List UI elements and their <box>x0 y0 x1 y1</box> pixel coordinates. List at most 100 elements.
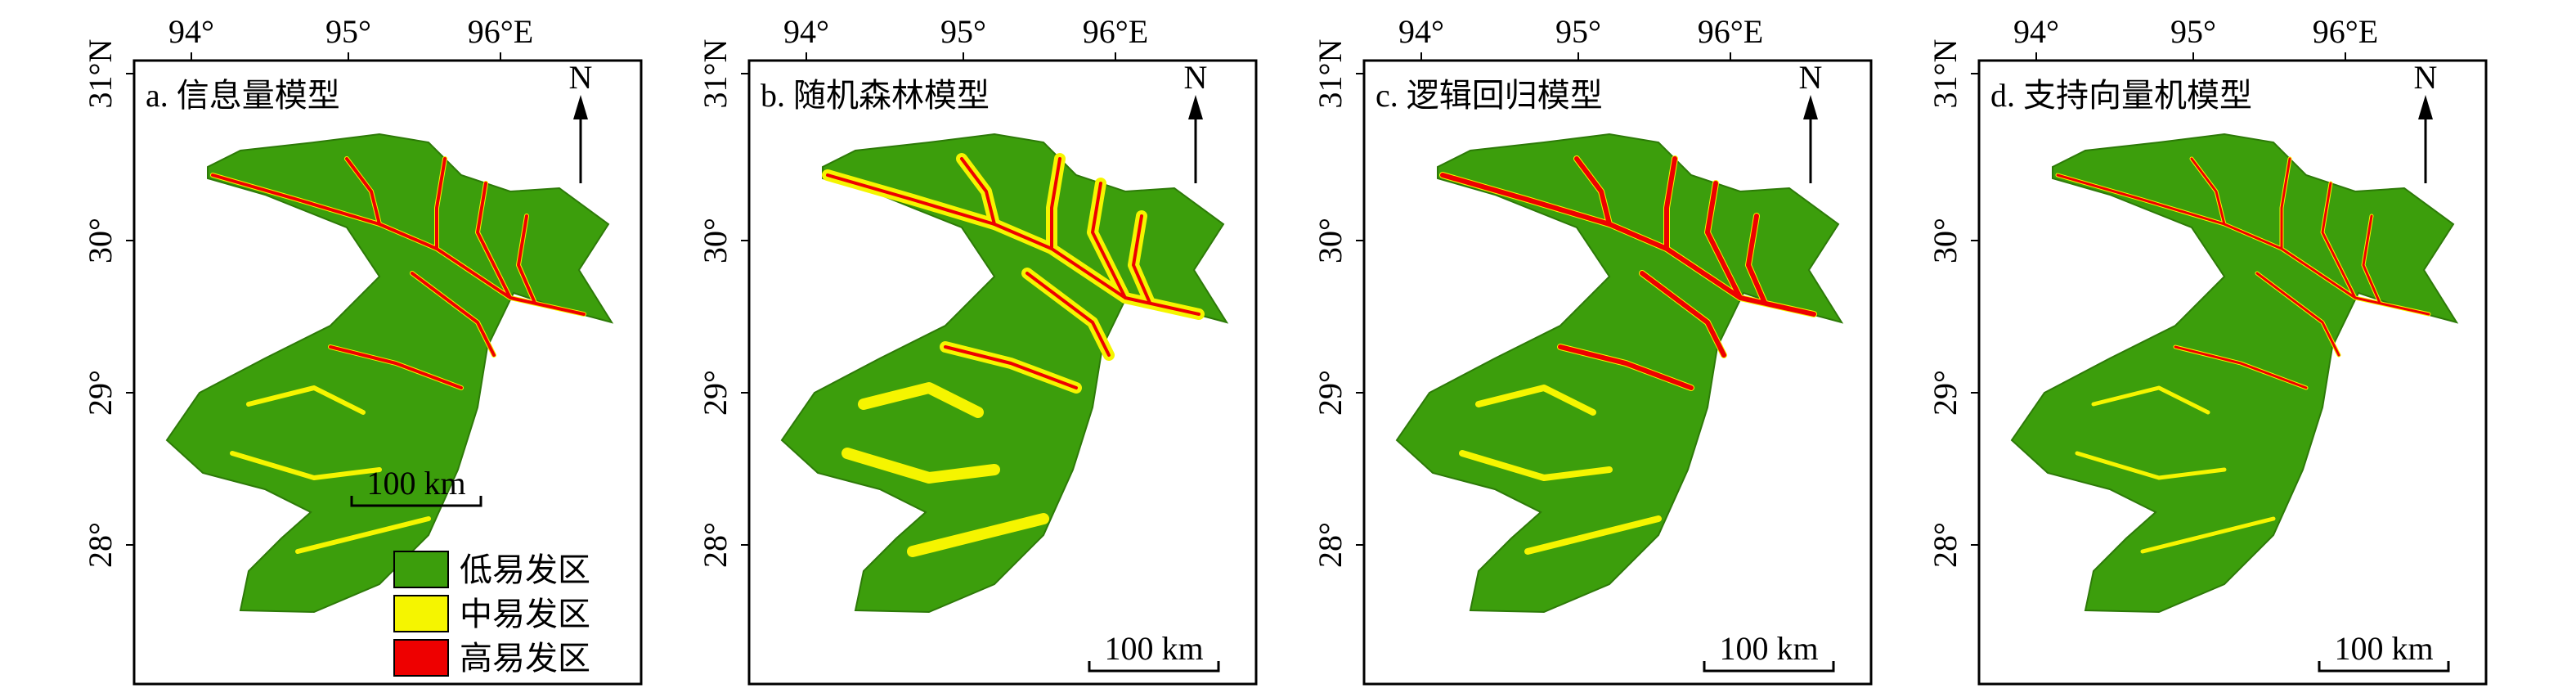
high-zone <box>1640 271 1726 358</box>
lon-label: 96°E <box>2313 13 2378 50</box>
lat-label: 29° <box>1927 370 1963 416</box>
lon-label: 96°E <box>468 13 533 50</box>
north-arrowhead <box>1803 95 1818 119</box>
high-zone <box>1664 156 1677 251</box>
high-zone <box>2280 157 2291 250</box>
basin <box>780 133 1229 614</box>
high-zone <box>435 157 447 250</box>
high-zone <box>826 173 1200 316</box>
high-zone <box>1091 182 1127 299</box>
map-frame <box>132 59 643 686</box>
moderate-zone <box>858 382 984 418</box>
scale-bar <box>1088 661 1220 673</box>
lat-label: 31°N <box>697 39 734 109</box>
basin <box>1395 133 1844 614</box>
lon-label: 94° <box>783 13 829 50</box>
high-zone <box>476 182 512 299</box>
basin <box>165 133 614 614</box>
lat-label: 30° <box>1312 218 1349 263</box>
map-frame <box>747 59 1258 686</box>
lat-label: 29° <box>1312 370 1349 416</box>
high-zone <box>1132 214 1151 304</box>
high-zone <box>960 157 996 226</box>
high-zone <box>1746 214 1767 305</box>
moderate-zone <box>246 385 366 415</box>
moderate-zone <box>2091 385 2210 415</box>
lon-label: 94° <box>1398 13 1444 50</box>
moderate-zone <box>907 513 1049 557</box>
scale-label: 100 km <box>1719 630 1818 667</box>
north-label: N <box>569 59 593 96</box>
moderate-zone <box>1475 385 1596 416</box>
legend-label: 中易发区 <box>460 596 590 632</box>
high-zone <box>345 157 381 226</box>
lat-label: 31°N <box>1927 39 1963 109</box>
high-zone <box>2174 345 2308 389</box>
high-zone <box>944 345 1078 389</box>
scale-label: 100 km <box>366 465 465 502</box>
map-panel: 94° 95° 96°E 31°N 30° 29° 28° a. 信息量模型 N 100 km 低易… <box>82 13 643 686</box>
high-zone <box>1705 181 1743 300</box>
panel-title: b. 随机森林模型 <box>761 77 990 114</box>
panel-title: c. 逻辑回归模型 <box>1376 77 1603 114</box>
lat-label: 31°N <box>82 39 119 109</box>
scale-label: 100 km <box>1104 630 1203 667</box>
map-panel: 94° 95° 96°E 31°N 30° 29° 28° d. 支持向量机模型 N 100 km <box>1927 13 2488 686</box>
high-zone <box>2255 272 2340 357</box>
lat-label: 28° <box>1927 522 1963 568</box>
lon-label: 94° <box>2013 13 2059 50</box>
panel-title: d. 支持向量机模型 <box>1990 77 2252 114</box>
lon-label: 95° <box>940 13 986 50</box>
high-zone <box>517 214 536 304</box>
legend-swatch <box>393 639 449 677</box>
high-zone <box>411 272 496 357</box>
moderate-zone <box>841 448 1000 484</box>
high-zone <box>1558 344 1694 390</box>
lat-label: 28° <box>697 522 734 568</box>
legend-swatch <box>393 551 449 588</box>
legend-label: 低易发区 <box>460 551 590 588</box>
lon-label: 96°E <box>1698 13 1763 50</box>
lon-label: 95° <box>2170 13 2216 50</box>
scale-label: 100 km <box>2334 630 2433 667</box>
map-panel: 94° 95° 96°E 31°N 30° 29° 28° b. 随机森林模型 N 100 km <box>697 13 1258 686</box>
north-label: N <box>2414 59 2438 96</box>
scale-bar <box>350 496 482 507</box>
lat-label: 30° <box>697 218 734 263</box>
north-label: N <box>1799 59 1823 96</box>
lat-label: 30° <box>82 218 119 263</box>
scale-bar <box>1703 661 1835 673</box>
scale-bar <box>2318 661 2450 673</box>
moderate-zone <box>2140 516 2276 554</box>
lon-label: 94° <box>168 13 214 50</box>
north-arrowhead <box>1188 95 1203 119</box>
moderate-zone <box>2075 451 2227 480</box>
high-zone <box>2190 157 2226 226</box>
high-zone <box>2056 173 2430 316</box>
lat-label: 28° <box>82 522 119 568</box>
north-arrowhead <box>2418 95 2433 119</box>
high-zone <box>1440 173 1816 317</box>
lon-label: 95° <box>325 13 371 50</box>
moderate-zone <box>295 516 431 554</box>
high-zone <box>1025 272 1111 357</box>
high-zone <box>329 345 463 389</box>
legend-swatch <box>393 595 449 632</box>
panel-title: a. 信息量模型 <box>146 77 340 114</box>
lat-label: 28° <box>1312 522 1349 568</box>
map-frame <box>1362 59 1873 686</box>
high-zone <box>1050 157 1061 250</box>
basin <box>2010 133 2459 614</box>
lat-label: 29° <box>82 370 119 416</box>
lon-label: 96°E <box>1083 13 1148 50</box>
legend-label: 高易发区 <box>460 640 590 677</box>
high-zone <box>2321 182 2357 299</box>
lat-label: 31°N <box>1312 39 1349 109</box>
moderate-zone <box>1459 450 1613 481</box>
lat-label: 29° <box>697 370 734 416</box>
lat-label: 30° <box>1927 218 1963 263</box>
moderate-zone <box>1524 515 1662 555</box>
moderate-zone <box>230 451 382 480</box>
high-zone <box>1574 156 1612 227</box>
